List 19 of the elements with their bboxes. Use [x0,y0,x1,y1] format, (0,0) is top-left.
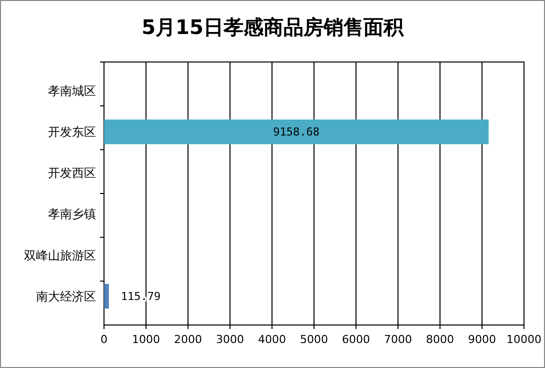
x-tick-label: 4000 [258,333,286,346]
x-tick-label: 10000 [506,333,542,346]
y-tick-label: 孝南乡镇 [48,207,96,222]
x-tick-label: 0 [100,333,108,346]
x-tick-label: 5000 [300,333,328,346]
y-tick-label: 开发西区 [48,166,96,180]
x-tick-label: 7000 [384,333,412,346]
chart-title: 5月15日孝感商品房销售面积 [142,15,404,39]
y-tick-label: 双峰山旅游区 [24,248,96,262]
y-tick-label: 南大经济区 [36,289,96,304]
y-tick-label: 孝南城区 [48,84,96,98]
x-tick-label: 1000 [132,333,160,346]
data-label: 9158.68 [273,126,320,139]
x-tick-label: 8000 [426,333,454,346]
x-tick-label: 6000 [342,333,370,346]
x-tick-label: 3000 [216,333,244,346]
x-tick-label: 9000 [468,333,496,346]
y-tick-label: 开发东区 [48,125,96,140]
x-tick-label: 2000 [174,333,202,346]
